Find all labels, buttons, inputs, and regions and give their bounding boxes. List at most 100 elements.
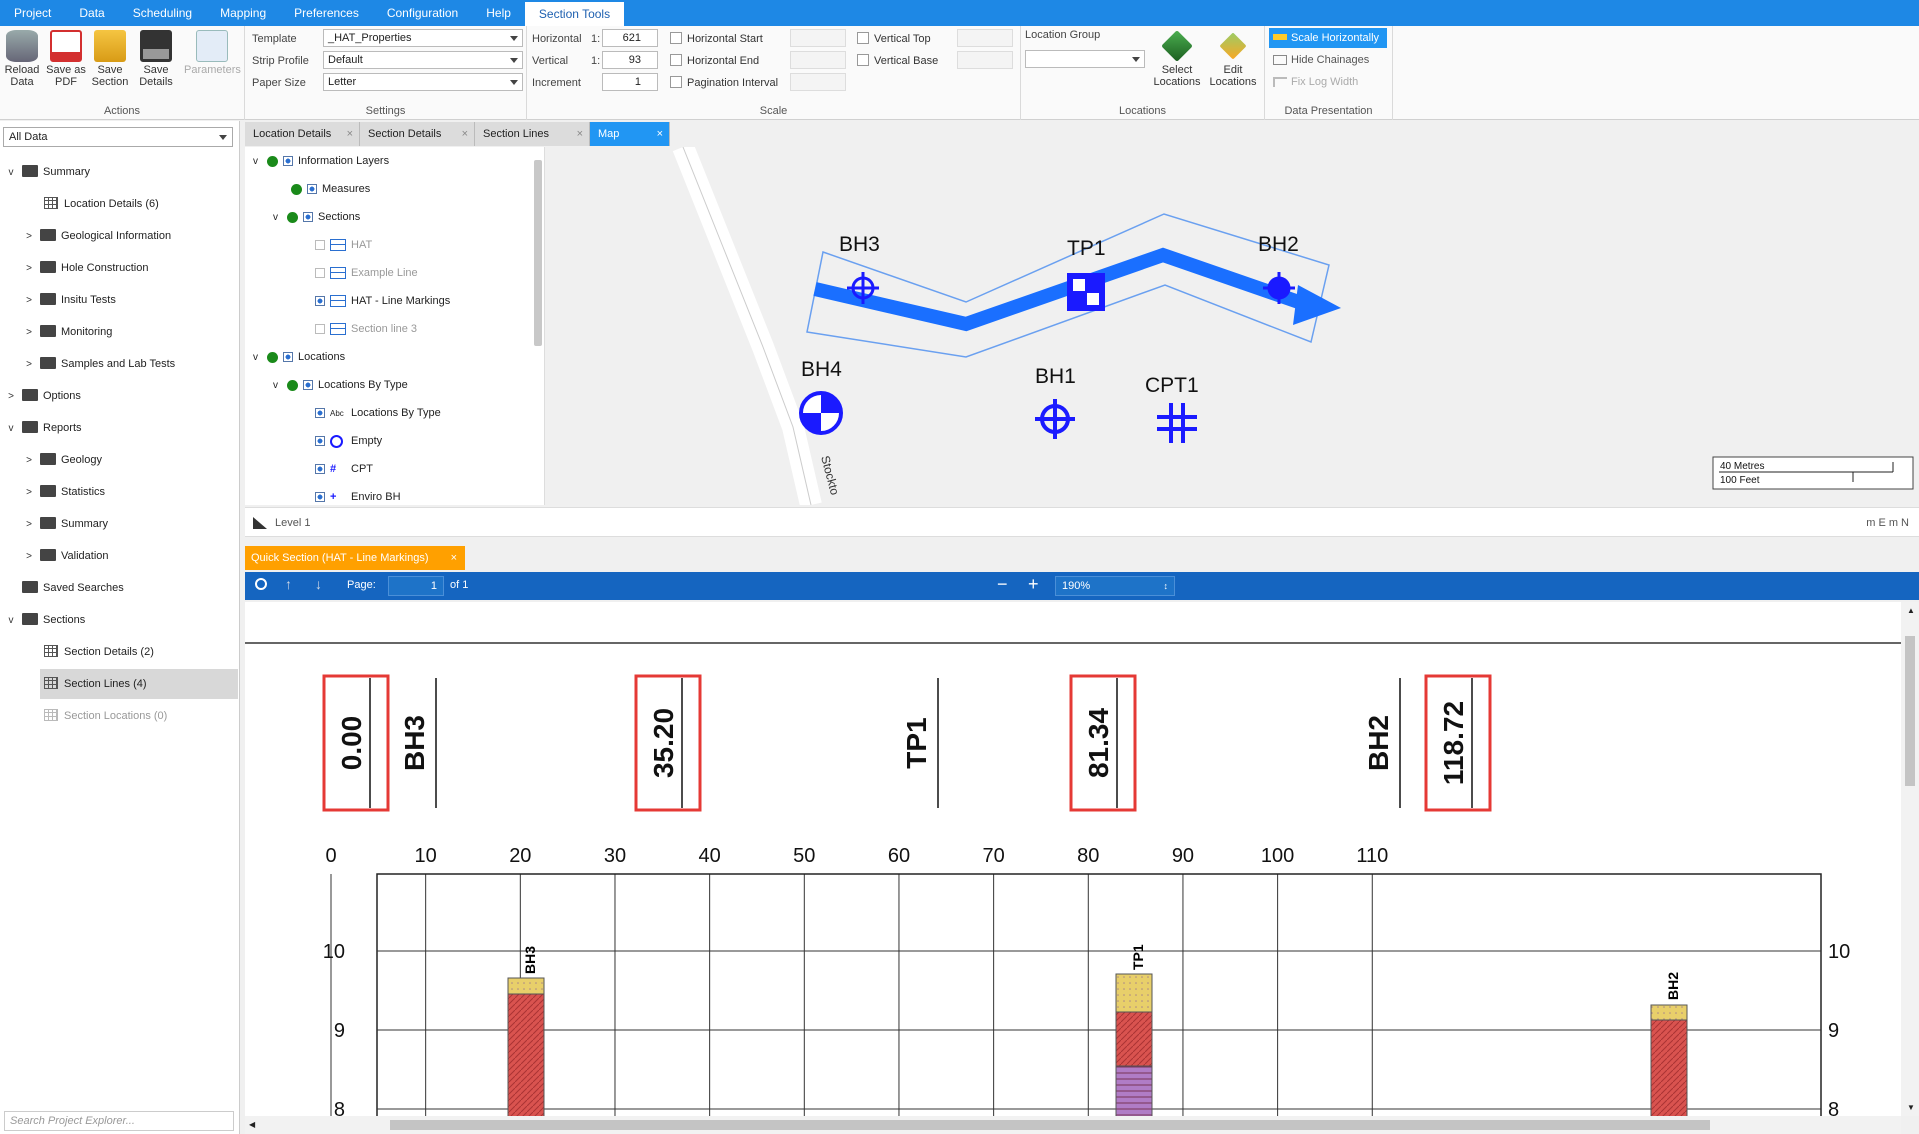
zoom-select[interactable]: 190% ↕ (1055, 576, 1175, 596)
menu-mapping[interactable]: Mapping (220, 6, 267, 20)
layer-section-line-3[interactable]: Section line 3 (315, 317, 417, 341)
project-explorer-search-input[interactable]: Search Project Explorer... (4, 1111, 234, 1131)
close-icon[interactable]: × (576, 128, 583, 140)
menu-section-tools[interactable]: Section Tools (524, 2, 625, 26)
visibility-dot-icon[interactable] (267, 351, 278, 363)
tree-node-reports[interactable]: v Reports (4, 417, 82, 439)
tree-node-summary[interactable]: v Summary (4, 161, 90, 183)
layer-locations-by-type[interactable]: v Locations By Type (273, 373, 408, 397)
visibility-dot-icon[interactable] (287, 211, 298, 223)
location-group-select[interactable] (1025, 50, 1145, 68)
layer-sections[interactable]: v Sections (273, 205, 360, 229)
section-line[interactable] (813, 247, 1316, 332)
strip-profile-select[interactable]: Default (323, 51, 523, 69)
tree-node-sections[interactable]: v Sections (4, 609, 85, 631)
section-vertical-scrollbar[interactable]: ▲ ▼ (1901, 602, 1919, 1116)
arrow-up-icon[interactable]: ↑ (285, 576, 292, 592)
log-tp1[interactable]: TP1 (1115, 944, 1153, 1116)
layer-checkbox[interactable] (315, 268, 325, 279)
layer-checkbox[interactable] (315, 408, 325, 419)
select-locations-button[interactable]: Select Locations (1151, 28, 1203, 88)
search-icon[interactable] (255, 578, 267, 590)
paper-size-select[interactable]: Letter (323, 73, 523, 91)
layer-checkbox[interactable] (315, 436, 325, 447)
layer-example-line[interactable]: Example Line (315, 261, 418, 285)
visibility-dot-icon[interactable] (291, 183, 302, 195)
tab-map[interactable]: Map × (590, 122, 670, 146)
layer-checkbox[interactable] (315, 464, 325, 475)
tree-node-samples-lab-tests[interactable]: > Samples and Lab Tests (22, 353, 175, 375)
menu-configuration[interactable]: Configuration (386, 6, 459, 20)
bh4-marker[interactable] (799, 391, 843, 435)
tree-node-saved-searches[interactable]: Saved Searches (18, 577, 124, 599)
close-icon[interactable]: × (656, 128, 663, 140)
scale-horizontally-button[interactable]: Scale Horizontally (1269, 28, 1387, 48)
menu-help[interactable]: Help (486, 6, 511, 20)
tab-section-details[interactable]: Section Details × (360, 122, 475, 146)
layer-information-layers[interactable]: v Information Layers (253, 149, 389, 173)
tree-node-hole-construction[interactable]: > Hole Construction (22, 257, 148, 279)
scroll-thumb[interactable] (1905, 636, 1915, 786)
layer-hat[interactable]: HAT (315, 233, 372, 257)
page-number-input[interactable]: 1 (388, 576, 444, 596)
layer-enviro-bh[interactable]: + Enviro BH (315, 485, 401, 505)
scroll-left-icon[interactable]: ◀ (249, 1120, 256, 1129)
tree-node-statistics[interactable]: > Statistics (22, 481, 105, 503)
visibility-dot-icon[interactable] (267, 155, 278, 167)
vertical-base-checkbox[interactable] (857, 54, 869, 66)
parameters-button[interactable]: Parameters (184, 28, 241, 76)
save-as-pdf-button[interactable]: Save as PDF (44, 28, 88, 88)
layer-measures[interactable]: Measures (291, 177, 370, 201)
tree-node-section-lines[interactable]: Section Lines (4) (40, 673, 147, 695)
vertical-top-input[interactable] (957, 29, 1013, 47)
layer-checkbox[interactable] (315, 492, 325, 503)
log-bh2[interactable]: BH2 (1650, 972, 1688, 1116)
tp1-marker[interactable] (1067, 273, 1105, 311)
bh2-marker[interactable] (1263, 272, 1295, 304)
tree-node-insitu-tests[interactable]: > Insitu Tests (22, 289, 116, 311)
tree-node-location-details[interactable]: Location Details (6) (40, 193, 159, 215)
layer-checkbox[interactable] (283, 352, 293, 363)
layer-cpt[interactable]: # CPT (315, 457, 373, 481)
tab-section-lines[interactable]: Section Lines × (475, 122, 590, 146)
tree-node-section-details[interactable]: Section Details (2) (40, 641, 154, 663)
reload-data-button[interactable]: Reload Data (0, 28, 44, 88)
layers-scrollbar[interactable] (534, 160, 542, 346)
scroll-thumb[interactable] (390, 1120, 1710, 1130)
save-details-button[interactable]: Save Details (134, 28, 178, 88)
cpt1-marker[interactable] (1157, 403, 1197, 443)
pagination-interval-input[interactable] (790, 73, 846, 91)
horizontal-scale-input[interactable]: 621 (602, 29, 658, 47)
layer-checkbox[interactable] (303, 212, 313, 223)
horizontal-end-input[interactable] (790, 51, 846, 69)
menu-data[interactable]: Data (79, 6, 105, 20)
layer-checkbox[interactable] (283, 156, 293, 167)
close-icon[interactable]: × (450, 552, 457, 564)
tree-node-options[interactable]: > Options (4, 385, 81, 407)
layer-locations-by-type-labels[interactable]: Abc Locations By Type (315, 401, 441, 425)
zoom-in-icon[interactable]: + (1028, 574, 1039, 594)
close-icon[interactable]: × (346, 128, 353, 140)
bh3-marker[interactable] (847, 272, 879, 304)
tab-location-details[interactable]: Location Details × (245, 122, 360, 146)
tree-node-geology[interactable]: > Geology (22, 449, 102, 471)
tab-quick-section[interactable]: Quick Section (HAT - Line Markings) × (245, 546, 465, 570)
data-filter-select[interactable]: All Data (3, 127, 233, 147)
layer-checkbox[interactable] (315, 324, 325, 335)
vertical-scale-input[interactable]: 93 (602, 51, 658, 69)
map-view[interactable]: Stockto BH3 TP1 BH2 BH4 BH1 CPT1 40 Metr… (553, 147, 1919, 505)
fix-log-width-button[interactable]: Fix Log Width (1269, 72, 1358, 92)
log-bh3[interactable]: BH3 (507, 946, 545, 1116)
layer-checkbox[interactable] (315, 240, 325, 251)
close-icon[interactable]: × (461, 128, 468, 140)
horizontal-start-checkbox[interactable] (670, 32, 682, 44)
tree-node-monitoring[interactable]: > Monitoring (22, 321, 112, 343)
tree-node-validation[interactable]: > Validation (22, 545, 109, 567)
layer-checkbox[interactable] (315, 296, 325, 307)
zoom-out-icon[interactable]: − (997, 574, 1008, 594)
hide-chainages-button[interactable]: Hide Chainages (1269, 50, 1369, 70)
layer-hat-line-markings[interactable]: HAT - Line Markings (315, 289, 450, 313)
menu-preferences[interactable]: Preferences (294, 6, 359, 20)
menu-project[interactable]: Project (14, 6, 52, 20)
layer-checkbox[interactable] (303, 380, 313, 391)
